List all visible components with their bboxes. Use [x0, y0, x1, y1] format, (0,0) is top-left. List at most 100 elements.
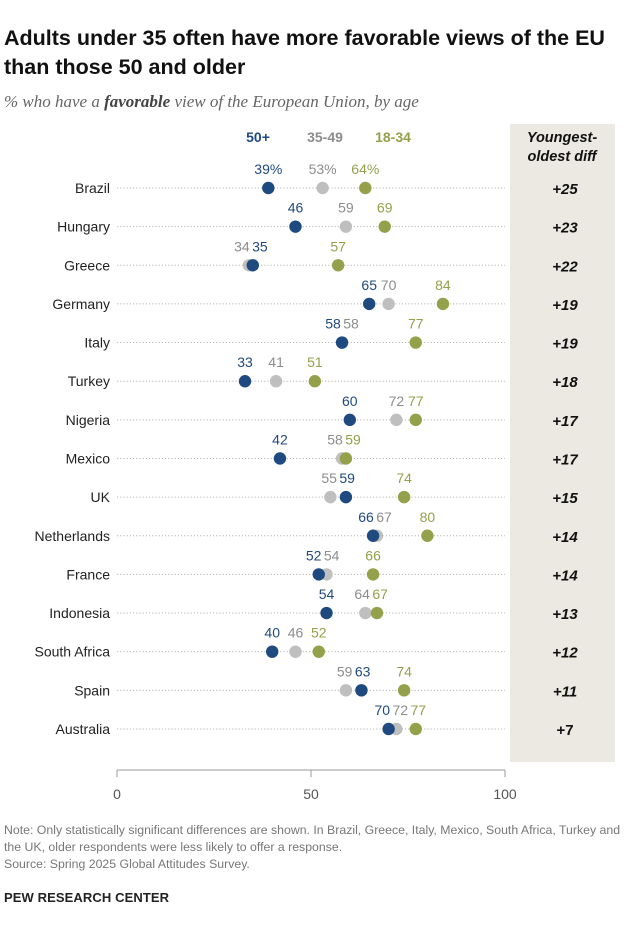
diff-value: +22	[552, 258, 578, 275]
dot-35-49	[390, 413, 403, 427]
diff-value: +18	[552, 374, 578, 391]
data-label-35-49: 59	[338, 200, 354, 216]
data-label-18-34: 84	[435, 277, 451, 293]
data-label-18-34: 67	[372, 586, 388, 602]
category-label: Indonesia	[49, 605, 110, 621]
diff-value: +17	[552, 451, 578, 468]
dot-35-49	[289, 645, 302, 658]
diff-value: +14	[552, 529, 578, 546]
data-label-50+: 39%	[254, 161, 282, 177]
data-label-35-49: 53%	[309, 161, 337, 177]
data-label-35-49: 67	[376, 509, 392, 525]
dot-50+	[273, 452, 287, 465]
category-label: Netherlands	[35, 528, 111, 544]
dot-18-34	[312, 645, 325, 658]
category-label: Hungary	[57, 219, 110, 235]
diff-value: +12	[552, 645, 578, 662]
data-label-50+: 65	[361, 277, 377, 293]
dot-18-34	[421, 529, 434, 542]
dot-18-34	[370, 606, 384, 620]
data-label-18-34: 64%	[351, 161, 379, 177]
x-tick-label: 50	[303, 786, 319, 802]
category-label: Greece	[64, 257, 110, 273]
category-label: Germany	[52, 296, 110, 312]
dot-35-49	[269, 375, 283, 388]
category-label: Spain	[74, 682, 110, 698]
dot-50+	[335, 336, 349, 349]
dot-50+	[363, 297, 376, 311]
data-label-18-34: 74	[396, 663, 412, 679]
dot-50+	[343, 413, 356, 427]
data-label-35-49: 58	[327, 431, 343, 447]
legend-18-34: 18-34	[375, 129, 411, 145]
dot-50+	[382, 722, 395, 736]
data-label-35-49: 46	[288, 625, 304, 641]
diff-panel	[510, 124, 615, 762]
data-label-35-49: 34	[234, 238, 250, 254]
diff-value: +11	[553, 683, 577, 700]
diff-value: +19	[552, 336, 578, 353]
data-label-18-34: 57	[330, 238, 346, 254]
diff-header: Youngest-	[527, 130, 598, 146]
data-label-50+: 33	[237, 354, 253, 370]
data-label-50+: 66	[358, 509, 374, 525]
data-label-18-34: 74	[396, 470, 412, 486]
dot-18-34	[397, 684, 411, 697]
dot-18-34	[397, 490, 411, 504]
dot-18-34	[308, 375, 322, 388]
dot-35-49	[324, 490, 337, 504]
category-label: Italy	[84, 335, 110, 351]
subtitle-text: % who have a	[4, 92, 105, 111]
data-label-18-34: 69	[377, 200, 393, 216]
data-label-18-34: 59	[345, 431, 361, 447]
dot-50+	[312, 568, 325, 581]
data-label-35-49: 55	[321, 470, 337, 486]
dot-50+	[246, 259, 259, 272]
data-label-35-49: 54	[324, 547, 340, 563]
data-label-50+: 35	[252, 238, 268, 254]
diff-value: +7	[556, 722, 573, 739]
data-label-35-49: 72	[392, 702, 408, 718]
dot-50+	[266, 645, 279, 658]
data-label-18-34: 52	[311, 625, 327, 641]
diff-value: +19	[552, 297, 578, 314]
chart-title: Adults under 35 often have more favorabl…	[4, 26, 605, 79]
dot-18-34	[378, 220, 391, 233]
x-tick-label: 0	[113, 786, 121, 802]
diff-value: +14	[552, 567, 578, 584]
diff-value: +15	[552, 490, 578, 507]
legend-35-49: 35-49	[307, 129, 343, 145]
data-label-35-49: 58	[343, 316, 359, 332]
dot-35-49	[316, 181, 329, 195]
data-label-35-49: 64	[354, 586, 370, 602]
subtitle-emphasis: favorable	[104, 92, 171, 111]
dot-50+	[238, 375, 252, 388]
data-label-18-34: 80	[420, 509, 436, 525]
category-label: France	[66, 566, 110, 582]
data-label-18-34: 77	[408, 316, 424, 332]
data-label-50+: 46	[288, 200, 304, 216]
category-label: Brazil	[75, 180, 110, 196]
dot-18-34	[331, 259, 345, 272]
data-label-50+: 54	[319, 586, 335, 602]
dot-18-34	[366, 568, 380, 581]
diff-value: +23	[552, 220, 578, 237]
data-label-18-34: 77	[408, 393, 424, 409]
data-label-50+: 59	[339, 470, 355, 486]
data-label-18-34: 51	[307, 354, 323, 370]
dot-18-34	[409, 722, 422, 736]
dot-50+	[339, 490, 353, 504]
category-label: Nigeria	[66, 412, 111, 428]
diff-header: oldest diff	[527, 149, 598, 165]
data-label-50+: 60	[342, 393, 358, 409]
data-label-35-49: 70	[381, 277, 397, 293]
dot-35-49	[382, 297, 395, 311]
dot-50+	[289, 220, 302, 233]
data-label-35-49: 41	[268, 354, 284, 370]
data-label-50+: 42	[272, 431, 288, 447]
source-text: Source: Spring 2025 Global Attitudes Sur…	[4, 857, 250, 871]
data-label-18-34: 77	[410, 702, 426, 718]
diff-value: +25	[552, 181, 578, 198]
data-label-50+: 63	[355, 663, 371, 679]
dot-50+	[366, 529, 380, 542]
